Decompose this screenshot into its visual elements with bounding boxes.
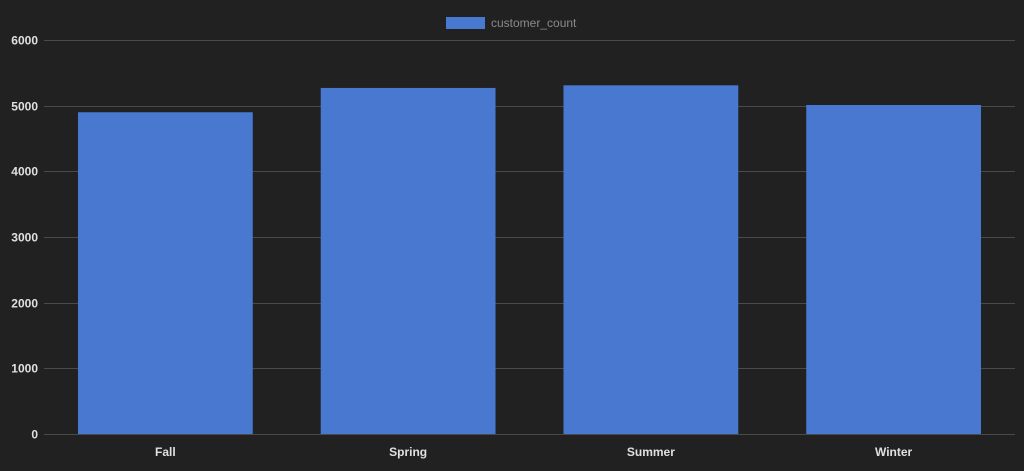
legend[interactable]: customer_count bbox=[446, 16, 577, 30]
x-tick-label-winter: Winter bbox=[875, 445, 913, 459]
y-axis: 0 1000 2000 3000 4000 5000 6000 bbox=[11, 34, 38, 442]
x-tick-label-spring: Spring bbox=[389, 445, 427, 459]
legend-label-customer-count: customer_count bbox=[491, 16, 577, 30]
x-tick-label-fall: Fall bbox=[155, 445, 176, 459]
x-axis: Fall Spring Summer Winter bbox=[155, 445, 913, 459]
bar-winter[interactable] bbox=[806, 105, 982, 434]
y-tick-label-3000: 3000 bbox=[11, 231, 38, 245]
x-tick-label-summer: Summer bbox=[627, 445, 675, 459]
y-tick-label-5000: 5000 bbox=[11, 100, 38, 114]
bar-spring[interactable] bbox=[320, 87, 496, 434]
y-tick-label-0: 0 bbox=[31, 428, 38, 442]
bar-summer[interactable] bbox=[563, 85, 739, 434]
y-tick-label-1000: 1000 bbox=[11, 362, 38, 376]
legend-swatch-customer-count bbox=[446, 17, 485, 29]
y-tick-label-4000: 4000 bbox=[11, 165, 38, 179]
bar-fall[interactable] bbox=[77, 112, 253, 434]
y-tick-label-2000: 2000 bbox=[11, 297, 38, 311]
bars bbox=[77, 85, 982, 434]
y-tick-label-6000: 6000 bbox=[11, 34, 38, 48]
